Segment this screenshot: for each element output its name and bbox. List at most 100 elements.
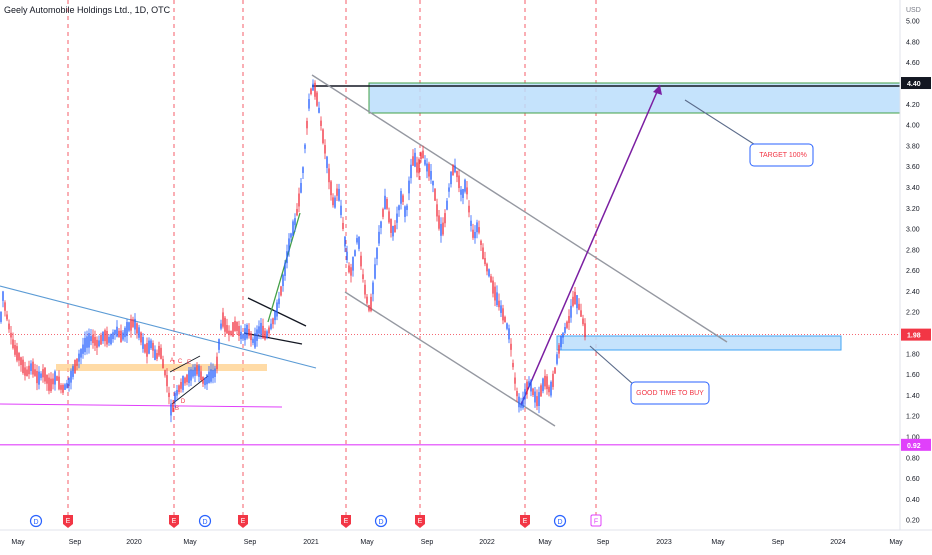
candle-body bbox=[62, 384, 64, 393]
candle-body bbox=[348, 265, 350, 273]
candle-body bbox=[336, 188, 338, 196]
candle-body bbox=[194, 367, 196, 376]
candle-body bbox=[142, 336, 144, 349]
candle-body bbox=[358, 236, 360, 249]
candle-body bbox=[246, 324, 248, 339]
candle-body bbox=[134, 318, 136, 330]
earnings-marker-8[interactable] bbox=[520, 515, 530, 528]
candle-body bbox=[136, 323, 138, 334]
candle-body bbox=[38, 371, 40, 385]
candle-body bbox=[290, 233, 292, 238]
dividend-marker-6[interactable] bbox=[374, 514, 388, 528]
candle-body bbox=[398, 205, 400, 211]
candle-body bbox=[498, 300, 500, 308]
candle-body bbox=[504, 316, 506, 323]
candle-body bbox=[32, 361, 34, 375]
candle-body bbox=[286, 251, 288, 264]
candle-body bbox=[240, 331, 242, 340]
x-tick-label-13: Sep bbox=[772, 539, 785, 546]
candle-body bbox=[26, 369, 28, 376]
candle-body bbox=[470, 220, 472, 227]
candle-body bbox=[2, 291, 4, 301]
candle-body bbox=[58, 376, 60, 390]
candle-body bbox=[490, 276, 492, 283]
candle-body bbox=[538, 392, 540, 407]
dividend-marker-3[interactable] bbox=[198, 514, 212, 528]
x-tick-label-5: 2021 bbox=[303, 539, 319, 546]
candle-body bbox=[80, 349, 82, 358]
candle-body bbox=[50, 378, 52, 392]
candle-body bbox=[298, 193, 300, 207]
candle-body bbox=[264, 330, 266, 340]
abcde-line-1 bbox=[169, 355, 201, 373]
candle-body bbox=[164, 370, 166, 376]
y-tick-label-0: 5.00 bbox=[906, 19, 920, 26]
candle-body bbox=[268, 327, 270, 334]
candle-body bbox=[550, 381, 552, 396]
candle-body bbox=[272, 318, 274, 325]
dividend-marker-0[interactable] bbox=[29, 514, 43, 528]
candle-body bbox=[566, 321, 568, 328]
candle-body bbox=[8, 323, 10, 330]
target-callout-box bbox=[749, 143, 814, 167]
candle-body bbox=[494, 286, 496, 301]
candle-body bbox=[528, 381, 530, 388]
candle-body bbox=[184, 377, 186, 384]
x-tick-label-0: May bbox=[11, 539, 25, 546]
candle-body bbox=[170, 403, 172, 416]
candle-body bbox=[316, 92, 318, 106]
earnings-marker-4[interactable] bbox=[238, 515, 248, 528]
y-tick-label-23: 0.40 bbox=[906, 497, 920, 504]
candle-body bbox=[574, 291, 576, 305]
dividend-marker-label-9: D bbox=[557, 519, 562, 526]
candle-body bbox=[44, 367, 46, 382]
candle-body bbox=[214, 368, 216, 377]
x-tick-label-10: Sep bbox=[597, 539, 610, 546]
y-tick-label-9: 3.20 bbox=[906, 206, 920, 213]
earnings-marker-5[interactable] bbox=[341, 515, 351, 528]
candle-body bbox=[516, 391, 518, 397]
chart-title: Geely Automobile Holdings Ltd., 1D, OTC bbox=[4, 5, 171, 15]
candle-body bbox=[24, 367, 26, 376]
earnings-marker-1[interactable] bbox=[63, 515, 73, 528]
candle-body bbox=[458, 175, 460, 189]
candle-body bbox=[576, 295, 578, 309]
earnings-marker-7[interactable] bbox=[415, 515, 425, 528]
candle-body bbox=[568, 316, 570, 324]
candle-body bbox=[174, 392, 176, 402]
candle-body bbox=[488, 269, 490, 277]
candle-body bbox=[450, 171, 452, 185]
candle-body bbox=[114, 329, 116, 335]
dividend-marker-9[interactable] bbox=[553, 514, 567, 528]
candle-body bbox=[220, 323, 222, 329]
candle-body bbox=[322, 129, 324, 144]
y-tick-label-19: 1.20 bbox=[906, 414, 920, 421]
annotation-1: GOOD TIME TO BUY bbox=[636, 390, 704, 397]
candle-body bbox=[542, 378, 544, 392]
earnings-marker-2[interactable] bbox=[169, 515, 179, 528]
dividend-marker-label-3: D bbox=[202, 519, 207, 526]
candle-body bbox=[354, 250, 356, 257]
candle-body bbox=[416, 162, 418, 173]
candle-body bbox=[168, 392, 170, 398]
candle-body bbox=[296, 208, 298, 216]
candle-body bbox=[254, 333, 256, 348]
candle-body bbox=[12, 339, 14, 349]
candle-body bbox=[104, 330, 106, 342]
candle-body bbox=[412, 156, 414, 166]
candle-body bbox=[260, 322, 262, 335]
candle-body bbox=[88, 333, 90, 348]
candle-body bbox=[120, 330, 122, 343]
candle-body bbox=[4, 302, 6, 311]
candle-body bbox=[92, 334, 94, 344]
candle-body bbox=[418, 159, 420, 174]
buy-zone bbox=[556, 335, 842, 351]
candle-body bbox=[560, 336, 562, 348]
candle-body bbox=[162, 359, 164, 369]
candle-body bbox=[512, 362, 514, 368]
x-tick-label-4: Sep bbox=[244, 539, 257, 546]
projection-arrowhead bbox=[653, 85, 662, 95]
candle-body bbox=[248, 328, 250, 337]
future-marker-10[interactable] bbox=[590, 514, 602, 527]
